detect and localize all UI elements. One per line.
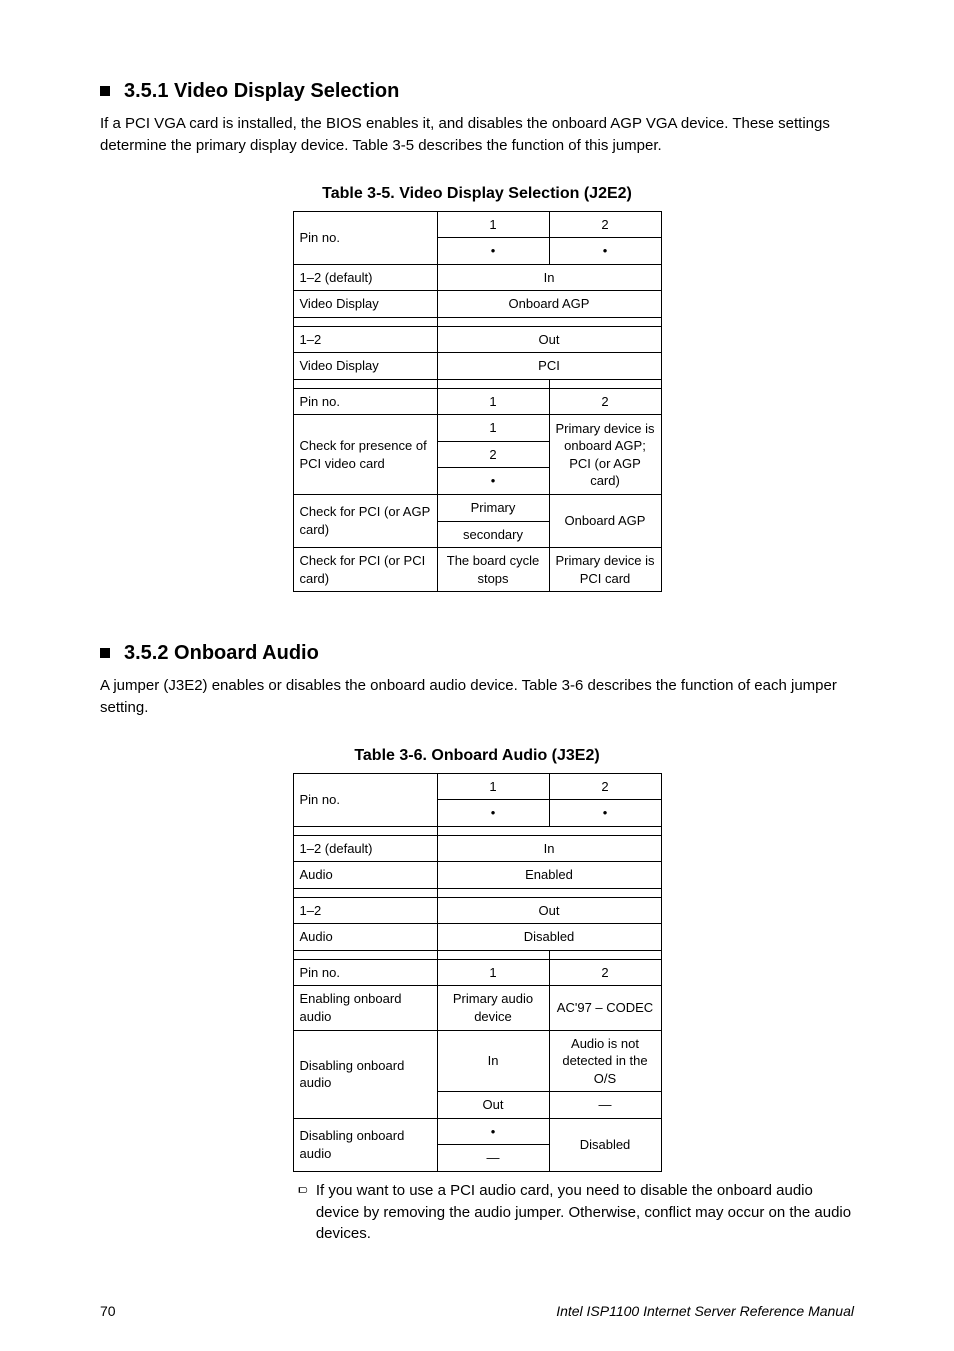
table-cell: Primary device is onboard AGP; PCI (or A… — [549, 415, 661, 495]
table-cell: Audio — [293, 924, 437, 951]
table-cell: 2 — [549, 388, 661, 415]
table-cell: 1–2 (default) — [293, 264, 437, 291]
section-title-video: 3.5.1 Video Display Selection — [124, 80, 399, 103]
table-cell — [437, 379, 549, 388]
table-cell: Onboard AGP — [549, 494, 661, 547]
table-cell: 1 — [437, 211, 549, 238]
table-cell: AC'97 – CODEC — [549, 986, 661, 1030]
table-cell: Out — [437, 1092, 549, 1119]
table-cell — [293, 379, 437, 388]
table-cell: Enabling onboard audio — [293, 986, 437, 1030]
table-cell: Pin no. — [293, 211, 437, 264]
table-caption-video: Table 3-5. Video Display Selection (J2E2… — [100, 185, 854, 203]
table-cell: In — [437, 835, 661, 862]
section-title-audio: 3.5.2 Onboard Audio — [124, 642, 319, 665]
table-cell: In — [437, 264, 661, 291]
bullet-icon — [100, 648, 110, 658]
table-cell: 2 — [549, 211, 661, 238]
table-cell: secondary — [437, 521, 549, 548]
table-cell: 1–2 — [293, 897, 437, 924]
table-cell: • — [549, 800, 661, 827]
table-cell: Check for PCI (or AGP card) — [293, 494, 437, 547]
table-cell: 1 — [437, 773, 549, 800]
table-cell: • — [437, 238, 549, 265]
section-body-video: If a PCI VGA card is installed, the BIOS… — [100, 113, 854, 157]
table-cell: Check for presence of PCI video card — [293, 415, 437, 495]
table-cell — [437, 888, 661, 897]
table-cell — [437, 826, 661, 835]
page-number: 70 — [100, 1303, 116, 1319]
table-cell: Onboard AGP — [437, 291, 661, 318]
section-header-audio: 3.5.2 Onboard Audio — [100, 642, 854, 665]
table-cell — [293, 826, 437, 835]
table-cell: — — [437, 1145, 549, 1172]
table-cell: In — [437, 1030, 549, 1092]
bullet-icon — [100, 86, 110, 96]
table-cell: Primary — [437, 494, 549, 521]
table-cell — [437, 317, 661, 326]
table-cell: The board cycle stops — [437, 548, 549, 592]
table-cell: 1 — [437, 959, 549, 986]
table-cell: Enabled — [437, 862, 661, 889]
table-cell — [293, 950, 437, 959]
table-cell — [549, 950, 661, 959]
table-cell: Pin no. — [293, 773, 437, 826]
table-cell: 1–2 — [293, 326, 437, 353]
table-cell: — — [549, 1092, 661, 1119]
table-cell: 2 — [549, 773, 661, 800]
table-cell: Disabling onboard audio — [293, 1030, 437, 1118]
table-cell: PCI — [437, 353, 661, 380]
page-footer: 70 Intel ISP1100 Internet Server Referen… — [100, 1303, 854, 1319]
table-cell — [293, 317, 437, 326]
table-cell: • — [437, 1118, 549, 1145]
table-cell: Video Display — [293, 291, 437, 318]
table-cell: Audio — [293, 862, 437, 889]
table-cell: Check for PCI (or PCI card) — [293, 548, 437, 592]
table-caption-audio: Table 3-6. Onboard Audio (J3E2) — [100, 747, 854, 765]
table-cell: 1–2 (default) — [293, 835, 437, 862]
table-cell: • — [437, 800, 549, 827]
table-cell: 1 — [437, 388, 549, 415]
table-cell: Out — [437, 326, 661, 353]
table-cell: Pin no. — [293, 959, 437, 986]
table-cell: 2 — [437, 441, 549, 468]
note-text: If you want to use a PCI audio card, you… — [316, 1180, 854, 1245]
table-cell: 1 — [437, 415, 549, 442]
table-cell: Pin no. — [293, 388, 437, 415]
table-cell: • — [549, 238, 661, 265]
table-cell: Audio is not detected in the O/S — [549, 1030, 661, 1092]
table-audio: Pin no.12••1–2 (default)InAudioEnabled1–… — [293, 773, 662, 1172]
note-row: If you want to use a PCI audio card, you… — [298, 1180, 854, 1245]
section-body-audio: A jumper (J3E2) enables or disables the … — [100, 675, 854, 719]
doc-title: Intel ISP1100 Internet Server Reference … — [556, 1303, 854, 1319]
table-cell: Primary audio device — [437, 986, 549, 1030]
table-cell — [437, 950, 549, 959]
table-cell: • — [437, 468, 549, 495]
table-cell: Primary device is PCI card — [549, 548, 661, 592]
table-cell: Disabled — [437, 924, 661, 951]
section-header-video: 3.5.1 Video Display Selection — [100, 80, 854, 103]
table-video: Pin no.12••1–2 (default)InVideo DisplayO… — [293, 211, 662, 593]
table-cell: 2 — [549, 959, 661, 986]
table-cell: Video Display — [293, 353, 437, 380]
table-cell — [549, 379, 661, 388]
table-cell — [293, 888, 437, 897]
table-cell: Disabled — [549, 1118, 661, 1171]
table-cell: Out — [437, 897, 661, 924]
note-icon — [298, 1183, 308, 1197]
table-cell: Disabling onboard audio — [293, 1118, 437, 1171]
